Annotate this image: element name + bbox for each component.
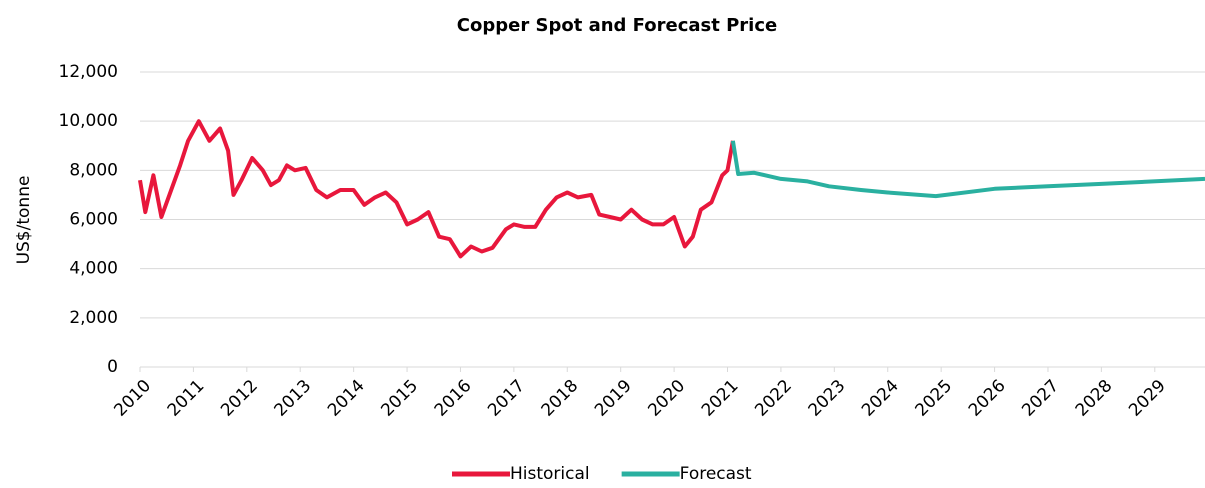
x-tick-label: 2024 [858, 376, 903, 421]
y-tick-label: 10,000 [59, 111, 118, 131]
x-tick-label: 2027 [1018, 376, 1063, 421]
x-tick-label: 2021 [698, 376, 743, 421]
y-tick-label: 2,000 [69, 308, 118, 328]
line-series [730, 140, 1205, 199]
x-tick-label: 2026 [965, 376, 1010, 421]
x-tick-label: 2023 [805, 376, 850, 421]
x-tick-label: 2018 [538, 376, 583, 421]
x-tick-label: 2020 [644, 376, 689, 421]
x-tick-label: 2019 [591, 376, 636, 421]
y-tick-label: 8,000 [69, 160, 118, 180]
x-tick-label: 2011 [164, 376, 209, 421]
y-tick-label: 6,000 [69, 210, 118, 230]
x-tick-label: 2022 [751, 376, 796, 421]
y-axis-label: US$/tonne [14, 176, 34, 265]
x-tick-label: 2014 [324, 376, 369, 421]
x-tick-label: 2029 [1125, 376, 1170, 421]
x-tick-label: 2012 [217, 376, 262, 421]
line-series [138, 119, 735, 259]
x-tick-label: 2015 [377, 376, 422, 421]
x-tick-label: 2010 [110, 376, 155, 421]
legend-label: Forecast [680, 464, 752, 484]
x-tick-label: 2017 [484, 376, 529, 421]
y-tick-label: 12,000 [59, 62, 118, 82]
y-tick-label: 4,000 [69, 259, 118, 279]
y-tick-label: 0 [107, 357, 118, 377]
x-tick-label: 2028 [1072, 376, 1117, 421]
legend: Historical Forecast [452, 464, 752, 484]
x-tick-label: 2013 [271, 376, 316, 421]
chart-title: Copper Spot and Forecast Price [457, 15, 777, 36]
x-tick-label: 2025 [911, 376, 956, 421]
legend-label: Historical [510, 464, 590, 484]
x-tick-label: 2016 [431, 376, 476, 421]
